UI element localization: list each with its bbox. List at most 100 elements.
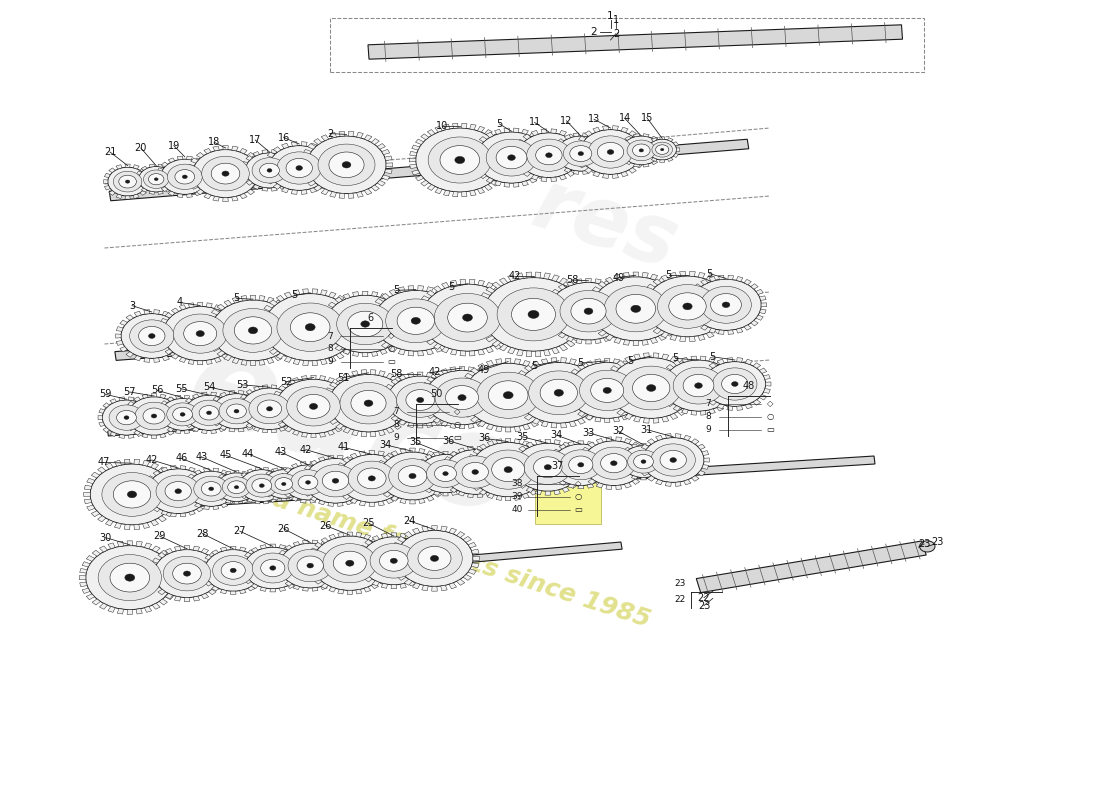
Circle shape [607,150,614,154]
Polygon shape [165,350,173,354]
Polygon shape [475,319,484,323]
Polygon shape [330,487,336,491]
Circle shape [307,136,386,194]
Text: 35: 35 [409,438,422,447]
Polygon shape [473,486,481,490]
Circle shape [695,382,703,388]
Circle shape [217,473,256,502]
Text: 1: 1 [613,15,619,25]
Polygon shape [583,133,588,137]
Polygon shape [725,290,733,296]
Polygon shape [119,434,124,438]
Circle shape [464,363,552,427]
Polygon shape [689,315,696,320]
Text: 41: 41 [337,442,350,452]
Polygon shape [280,487,286,491]
Polygon shape [182,418,187,422]
Polygon shape [124,459,130,464]
Polygon shape [529,132,537,138]
Polygon shape [417,372,424,376]
Polygon shape [253,396,260,402]
Polygon shape [434,375,442,380]
Polygon shape [491,134,499,140]
Polygon shape [460,425,464,429]
Circle shape [609,358,693,418]
Polygon shape [157,418,163,422]
Polygon shape [463,574,472,580]
Text: 36: 36 [477,434,491,443]
Circle shape [102,473,162,516]
Polygon shape [251,584,258,589]
Polygon shape [647,476,654,482]
Polygon shape [719,284,728,290]
Polygon shape [124,525,130,530]
Polygon shape [575,451,582,457]
Polygon shape [248,153,254,158]
Polygon shape [606,398,614,404]
Polygon shape [692,378,698,383]
Polygon shape [597,138,604,144]
Polygon shape [129,434,134,438]
Polygon shape [409,500,416,504]
Polygon shape [746,359,752,365]
Polygon shape [570,358,576,365]
Polygon shape [613,126,618,130]
Polygon shape [134,311,141,317]
Circle shape [628,450,659,473]
Polygon shape [732,377,738,381]
Polygon shape [161,423,167,428]
Polygon shape [173,485,179,490]
Polygon shape [322,407,330,412]
Polygon shape [477,363,486,370]
Polygon shape [476,422,483,426]
Polygon shape [541,480,548,485]
Circle shape [312,536,387,590]
Polygon shape [576,330,586,336]
Polygon shape [541,358,548,365]
Polygon shape [213,468,219,472]
Polygon shape [161,467,167,472]
Polygon shape [570,446,576,451]
Polygon shape [350,454,358,458]
Text: 6: 6 [367,314,374,323]
Circle shape [156,475,200,507]
Polygon shape [635,162,642,168]
Polygon shape [84,492,90,497]
Text: 42: 42 [508,271,521,281]
Circle shape [290,313,330,342]
Polygon shape [603,475,609,481]
Polygon shape [462,192,468,197]
Circle shape [257,400,282,418]
Polygon shape [473,449,481,454]
Circle shape [462,314,473,322]
Polygon shape [642,317,650,322]
Polygon shape [653,418,659,423]
Polygon shape [541,454,548,459]
Polygon shape [304,175,311,180]
Polygon shape [330,382,338,388]
Polygon shape [394,377,402,383]
Polygon shape [587,442,595,447]
Circle shape [569,362,646,418]
Polygon shape [352,370,359,376]
Polygon shape [416,478,421,482]
Text: 40: 40 [512,505,522,514]
Circle shape [440,146,480,174]
Circle shape [616,294,656,323]
Circle shape [488,381,528,410]
Polygon shape [182,404,187,408]
Text: ◇: ◇ [575,479,582,489]
Circle shape [275,478,293,490]
Circle shape [407,538,462,578]
Circle shape [211,163,240,184]
Polygon shape [292,463,298,468]
Polygon shape [337,295,344,302]
Polygon shape [211,310,220,315]
Polygon shape [242,471,248,474]
Polygon shape [366,478,371,483]
Polygon shape [238,478,242,482]
Polygon shape [582,447,590,453]
Polygon shape [232,297,239,303]
Polygon shape [229,428,234,432]
Circle shape [128,491,136,498]
